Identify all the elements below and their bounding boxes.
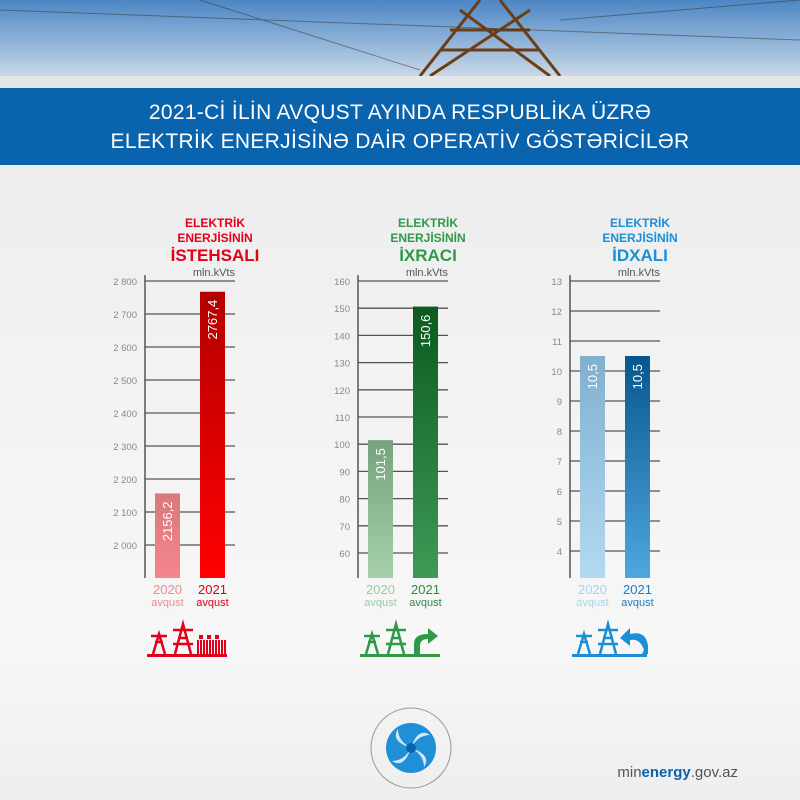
chart-title-line: ELEKTRİK (398, 216, 458, 230)
x-category-year: 2021 (411, 582, 440, 597)
bar-value-label: 150,6 (418, 315, 433, 348)
y-tick-label: 2 800 (113, 277, 137, 288)
chart-1: 2 000 2 100 2 200 2 300 2 400 2 500 2 600 2 700… (113, 267, 235, 657)
power-tower-photo (0, 0, 800, 76)
y-tick-label: 130 (334, 359, 350, 370)
chart-title-line: ELEKTRİK (185, 216, 245, 230)
page-title: 2021-Cİ İLİN AVQUST AYINDA RESPUBLİKA ÜZ… (0, 88, 800, 165)
bar-value-label: 101,5 (373, 448, 388, 481)
y-tick-label: 13 (551, 277, 562, 288)
site-part: min (617, 764, 642, 781)
y-tick-label: 2 500 (113, 376, 137, 387)
y-tick-label: 80 (339, 495, 350, 506)
bar-2020 (368, 440, 393, 578)
unit-label: mln.kVts (618, 267, 661, 279)
y-tick-label: 5 (557, 517, 562, 528)
export-towers-icon (360, 619, 440, 657)
x-category-year: 2021 (623, 582, 652, 597)
bar-2020 (155, 493, 180, 578)
chart-title-line: İSTEHSALI (170, 246, 260, 265)
chart-title-line: ENERJİSİNİN (602, 231, 678, 245)
y-tick-label: 2 200 (113, 475, 137, 486)
bar-2020 (580, 356, 605, 578)
unit-label: mln.kVts (406, 267, 449, 279)
y-tick-label: 2 700 (113, 310, 137, 321)
x-category-month: avqust (621, 597, 653, 609)
y-tick-label: 100 (334, 440, 350, 451)
bar-value-label: 2767,4 (205, 300, 220, 340)
y-tick-label: 140 (334, 331, 350, 342)
title-line-1: 2021-Cİ İLİN AVQUST AYINDA RESPUBLİKA ÜZ… (148, 100, 652, 124)
y-tick-label: 160 (334, 277, 350, 288)
chart-3: 45678910111213mln.kVts10,52020avqust10,5… (551, 267, 660, 657)
y-tick-label: 9 (557, 397, 562, 408)
y-tick-label: 7 (557, 457, 562, 468)
x-category-year: 2020 (578, 582, 607, 597)
chart-title: ELEKTRİK ENERJİSİNİN İSTEHSALI (140, 216, 290, 266)
title-line-2: ELEKTRİK ENERJİSİNƏ DAİR OPERATİV GÖSTƏR… (110, 129, 690, 153)
x-category-month: avqust (151, 597, 183, 609)
chart-title-line: ENERJİSİNİN (177, 231, 253, 245)
website-link[interactable]: minenergy.gov.az (617, 764, 738, 781)
header-strip (0, 76, 800, 88)
x-category-year: 2020 (366, 582, 395, 597)
y-tick-label: 150 (334, 304, 350, 315)
chart-title-line: İXRACI (399, 246, 457, 265)
chart-title: ELEKTRİK ENERJİSİNİN İDXALI (565, 216, 715, 266)
chart-title-line: İDXALI (612, 246, 668, 265)
bar-value-label: 10,5 (585, 364, 600, 389)
x-category-year: 2021 (198, 582, 227, 597)
y-tick-label: 90 (339, 467, 350, 478)
chart-title-line: ENERJİSİNİN (390, 231, 466, 245)
chart-2: 60 70 80 90 100 110 120 130 140 150 160 mln.kVts 101… (334, 267, 448, 657)
y-tick-label: 11 (552, 337, 562, 348)
y-tick-label: 120 (334, 386, 350, 397)
site-part: .gov.az (690, 764, 738, 781)
y-tick-label: 6 (557, 487, 562, 498)
x-category-month: avqust (576, 597, 608, 609)
header-photo (0, 0, 800, 76)
y-tick-label: 8 (557, 427, 562, 438)
y-tick-label: 2 100 (113, 508, 137, 519)
unit-label: mln.kVts (193, 267, 236, 279)
bar-2021 (625, 356, 650, 578)
power-plant-towers-icon (147, 619, 227, 657)
y-tick-label: 2 600 (113, 343, 137, 354)
y-tick-label: 4 (557, 547, 562, 558)
y-tick-label: 2 000 (113, 541, 137, 552)
y-tick-label: 2 400 (113, 409, 137, 420)
bar-value-label: 10,5 (630, 364, 645, 389)
x-category-year: 2020 (153, 582, 182, 597)
ministry-logo (370, 707, 452, 789)
y-tick-label: 12 (551, 307, 562, 318)
bar-value-label: 2156,2 (160, 501, 175, 541)
x-category-month: avqust (196, 597, 228, 609)
chart-title-line: ELEKTRİK (610, 216, 670, 230)
import-towers-icon (572, 619, 648, 657)
chart-title: ELEKTRİK ENERJİSİNİN İXRACI (353, 216, 503, 266)
bar-2021 (413, 306, 438, 578)
y-tick-label: 110 (335, 413, 350, 424)
bar-2021 (200, 291, 225, 578)
y-tick-label: 60 (339, 549, 350, 560)
site-part-bold: energy (641, 764, 691, 781)
y-tick-label: 10 (551, 367, 562, 378)
x-category-month: avqust (364, 597, 396, 609)
y-tick-label: 2 300 (113, 442, 137, 453)
y-tick-label: 70 (339, 522, 350, 533)
x-category-month: avqust (409, 597, 441, 609)
